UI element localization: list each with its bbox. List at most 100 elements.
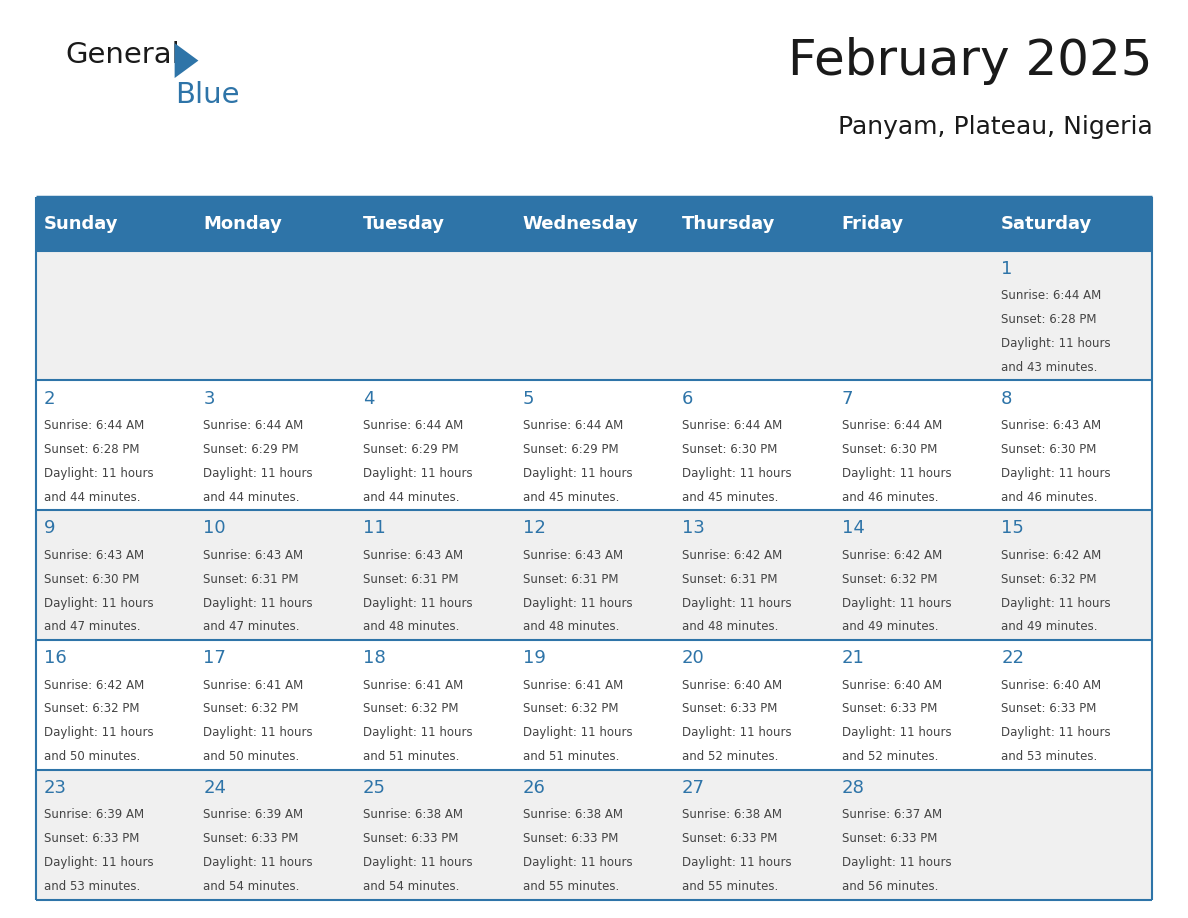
Text: Thursday: Thursday: [682, 215, 776, 233]
Text: and 49 minutes.: and 49 minutes.: [841, 621, 939, 633]
Text: Sunset: 6:32 PM: Sunset: 6:32 PM: [1001, 573, 1097, 586]
Text: Sunset: 6:29 PM: Sunset: 6:29 PM: [364, 442, 459, 456]
Text: Sunrise: 6:43 AM: Sunrise: 6:43 AM: [523, 549, 623, 562]
Text: and 50 minutes.: and 50 minutes.: [44, 750, 140, 763]
Text: and 45 minutes.: and 45 minutes.: [523, 490, 619, 504]
Text: Sunrise: 6:43 AM: Sunrise: 6:43 AM: [364, 549, 463, 562]
Text: Daylight: 11 hours: Daylight: 11 hours: [44, 856, 153, 869]
Text: 25: 25: [364, 779, 386, 797]
Text: Sunrise: 6:44 AM: Sunrise: 6:44 AM: [44, 419, 144, 432]
Text: 7: 7: [841, 389, 853, 408]
Text: Sunrise: 6:40 AM: Sunrise: 6:40 AM: [1001, 678, 1101, 691]
Text: Daylight: 11 hours: Daylight: 11 hours: [841, 726, 952, 739]
Text: Sunset: 6:33 PM: Sunset: 6:33 PM: [841, 833, 937, 845]
Text: 6: 6: [682, 389, 694, 408]
Text: Sunrise: 6:39 AM: Sunrise: 6:39 AM: [44, 809, 144, 822]
Text: Sunset: 6:30 PM: Sunset: 6:30 PM: [841, 442, 937, 456]
Text: Sunrise: 6:44 AM: Sunrise: 6:44 AM: [364, 419, 463, 432]
Text: Sunrise: 6:44 AM: Sunrise: 6:44 AM: [841, 419, 942, 432]
Text: Daylight: 11 hours: Daylight: 11 hours: [364, 726, 473, 739]
Text: 2: 2: [44, 389, 56, 408]
Text: Sunrise: 6:42 AM: Sunrise: 6:42 AM: [44, 678, 144, 691]
Bar: [36, 770, 1152, 900]
Text: Sunset: 6:33 PM: Sunset: 6:33 PM: [203, 833, 299, 845]
Text: 3: 3: [203, 389, 215, 408]
Text: 15: 15: [1001, 520, 1024, 537]
Text: 20: 20: [682, 649, 704, 667]
Bar: [36, 380, 1152, 510]
Text: 27: 27: [682, 779, 706, 797]
Text: Sunrise: 6:43 AM: Sunrise: 6:43 AM: [44, 549, 144, 562]
Text: Sunrise: 6:44 AM: Sunrise: 6:44 AM: [203, 419, 304, 432]
Text: Daylight: 11 hours: Daylight: 11 hours: [203, 466, 314, 480]
Text: and 56 minutes.: and 56 minutes.: [841, 880, 939, 893]
Text: and 44 minutes.: and 44 minutes.: [364, 490, 460, 504]
Polygon shape: [175, 43, 198, 78]
Text: 26: 26: [523, 779, 545, 797]
Text: Daylight: 11 hours: Daylight: 11 hours: [203, 726, 314, 739]
Text: Sunset: 6:30 PM: Sunset: 6:30 PM: [44, 573, 139, 586]
Text: Daylight: 11 hours: Daylight: 11 hours: [1001, 726, 1111, 739]
Text: and 55 minutes.: and 55 minutes.: [523, 880, 619, 893]
Bar: [36, 251, 1152, 380]
Text: Sunrise: 6:40 AM: Sunrise: 6:40 AM: [841, 678, 942, 691]
Text: Sunset: 6:32 PM: Sunset: 6:32 PM: [523, 702, 618, 715]
Text: 13: 13: [682, 520, 704, 537]
Text: Daylight: 11 hours: Daylight: 11 hours: [203, 597, 314, 610]
Text: Daylight: 11 hours: Daylight: 11 hours: [682, 856, 791, 869]
Text: and 44 minutes.: and 44 minutes.: [203, 490, 301, 504]
Text: 18: 18: [364, 649, 386, 667]
Text: and 51 minutes.: and 51 minutes.: [364, 750, 460, 763]
Text: Sunset: 6:33 PM: Sunset: 6:33 PM: [1001, 702, 1097, 715]
Text: Daylight: 11 hours: Daylight: 11 hours: [364, 466, 473, 480]
Text: Sunset: 6:32 PM: Sunset: 6:32 PM: [841, 573, 937, 586]
Text: Daylight: 11 hours: Daylight: 11 hours: [523, 597, 632, 610]
Text: Daylight: 11 hours: Daylight: 11 hours: [682, 726, 791, 739]
Text: Sunset: 6:33 PM: Sunset: 6:33 PM: [682, 702, 777, 715]
Bar: [36, 197, 1152, 251]
Text: and 53 minutes.: and 53 minutes.: [1001, 750, 1098, 763]
Text: Sunrise: 6:39 AM: Sunrise: 6:39 AM: [203, 809, 304, 822]
Text: Monday: Monday: [203, 215, 283, 233]
Text: Sunset: 6:31 PM: Sunset: 6:31 PM: [364, 573, 459, 586]
Text: Daylight: 11 hours: Daylight: 11 hours: [841, 466, 952, 480]
Text: Daylight: 11 hours: Daylight: 11 hours: [523, 726, 632, 739]
Text: Daylight: 11 hours: Daylight: 11 hours: [203, 856, 314, 869]
Text: and 48 minutes.: and 48 minutes.: [364, 621, 460, 633]
Text: and 46 minutes.: and 46 minutes.: [1001, 490, 1098, 504]
Text: 21: 21: [841, 649, 865, 667]
Text: Sunrise: 6:37 AM: Sunrise: 6:37 AM: [841, 809, 942, 822]
Text: and 48 minutes.: and 48 minutes.: [682, 621, 778, 633]
Text: Daylight: 11 hours: Daylight: 11 hours: [44, 726, 153, 739]
Text: Sunrise: 6:44 AM: Sunrise: 6:44 AM: [682, 419, 783, 432]
Text: Sunrise: 6:44 AM: Sunrise: 6:44 AM: [1001, 289, 1101, 302]
Text: 11: 11: [364, 520, 386, 537]
Text: Daylight: 11 hours: Daylight: 11 hours: [841, 597, 952, 610]
Text: 9: 9: [44, 520, 56, 537]
Text: and 47 minutes.: and 47 minutes.: [203, 621, 301, 633]
Text: 17: 17: [203, 649, 227, 667]
Text: Sunset: 6:29 PM: Sunset: 6:29 PM: [203, 442, 299, 456]
Text: and 50 minutes.: and 50 minutes.: [203, 750, 299, 763]
Text: Daylight: 11 hours: Daylight: 11 hours: [1001, 597, 1111, 610]
Text: Sunset: 6:33 PM: Sunset: 6:33 PM: [682, 833, 777, 845]
Text: Blue: Blue: [175, 81, 239, 109]
Text: Sunrise: 6:42 AM: Sunrise: 6:42 AM: [1001, 549, 1101, 562]
Text: 24: 24: [203, 779, 227, 797]
Text: 22: 22: [1001, 649, 1024, 667]
Text: Sunset: 6:33 PM: Sunset: 6:33 PM: [841, 702, 937, 715]
Text: 10: 10: [203, 520, 226, 537]
Text: Friday: Friday: [841, 215, 904, 233]
Text: Sunrise: 6:42 AM: Sunrise: 6:42 AM: [841, 549, 942, 562]
Text: and 48 minutes.: and 48 minutes.: [523, 621, 619, 633]
Text: and 52 minutes.: and 52 minutes.: [682, 750, 778, 763]
Text: Sunset: 6:33 PM: Sunset: 6:33 PM: [44, 833, 139, 845]
Text: Sunset: 6:28 PM: Sunset: 6:28 PM: [44, 442, 139, 456]
Text: Panyam, Plateau, Nigeria: Panyam, Plateau, Nigeria: [838, 115, 1152, 139]
Text: and 43 minutes.: and 43 minutes.: [1001, 361, 1098, 374]
Text: Sunset: 6:28 PM: Sunset: 6:28 PM: [1001, 313, 1097, 326]
Text: 5: 5: [523, 389, 535, 408]
Text: and 47 minutes.: and 47 minutes.: [44, 621, 140, 633]
Bar: [36, 510, 1152, 640]
Text: Daylight: 11 hours: Daylight: 11 hours: [364, 597, 473, 610]
